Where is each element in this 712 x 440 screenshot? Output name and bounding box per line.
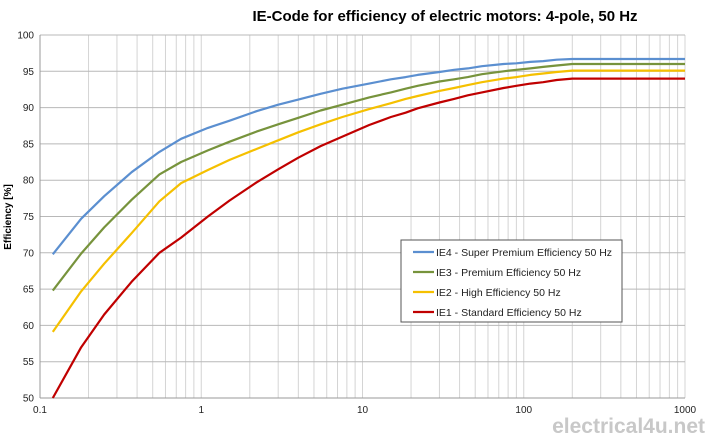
y-tick-label: 80 — [23, 176, 35, 187]
y-tick-label: 55 — [23, 357, 35, 368]
legend-entry: IE4 - Super Premium Efficiency 50 Hz — [436, 247, 612, 259]
x-tick-label: 10 — [357, 405, 369, 416]
legend-entry: IE2 - High Efficiency 50 Hz — [436, 287, 561, 299]
series-lines — [51, 57, 685, 399]
y-tick-label: 85 — [23, 139, 35, 150]
y-tick-label: 60 — [23, 321, 35, 332]
legend-entry: IE1 - Standard Efficiency 50 Hz — [436, 307, 582, 319]
y-tick-label: 90 — [23, 103, 35, 114]
y-tick-label: 100 — [17, 31, 34, 42]
y-axis-label: Efficiency [%] — [3, 184, 14, 250]
x-tick-label: 1000 — [674, 405, 697, 416]
grid — [39, 34, 686, 399]
tick-labels: 50 55 60 65 70 75 80 85 90 95 100 0.1 1 10 100 1000 — [17, 31, 696, 417]
series-line-ie3 — [51, 62, 685, 292]
y-tick-label: 70 — [23, 248, 35, 259]
watermark: electrical4u.net — [552, 415, 705, 438]
legend-box — [400, 239, 623, 323]
chart-title: IE-Code for efficiency of electric motor… — [252, 8, 637, 25]
y-tick-label: 65 — [23, 285, 35, 296]
y-tick-label: 50 — [23, 394, 35, 405]
y-tick-label: 75 — [23, 212, 35, 223]
x-tick-label: 100 — [515, 405, 532, 416]
legend: IE4 - Super Premium Efficiency 50 Hz IE3 … — [400, 239, 623, 323]
series-line-ie1 — [51, 77, 685, 399]
x-tick-label: 1 — [198, 405, 204, 416]
series-line-ie4 — [51, 57, 685, 255]
x-tick-label: 0.1 — [33, 405, 47, 416]
series-line-ie2 — [51, 69, 685, 333]
y-tick-label: 95 — [23, 67, 35, 78]
legend-entry: IE3 - Premium Efficiency 50 Hz — [436, 267, 581, 279]
